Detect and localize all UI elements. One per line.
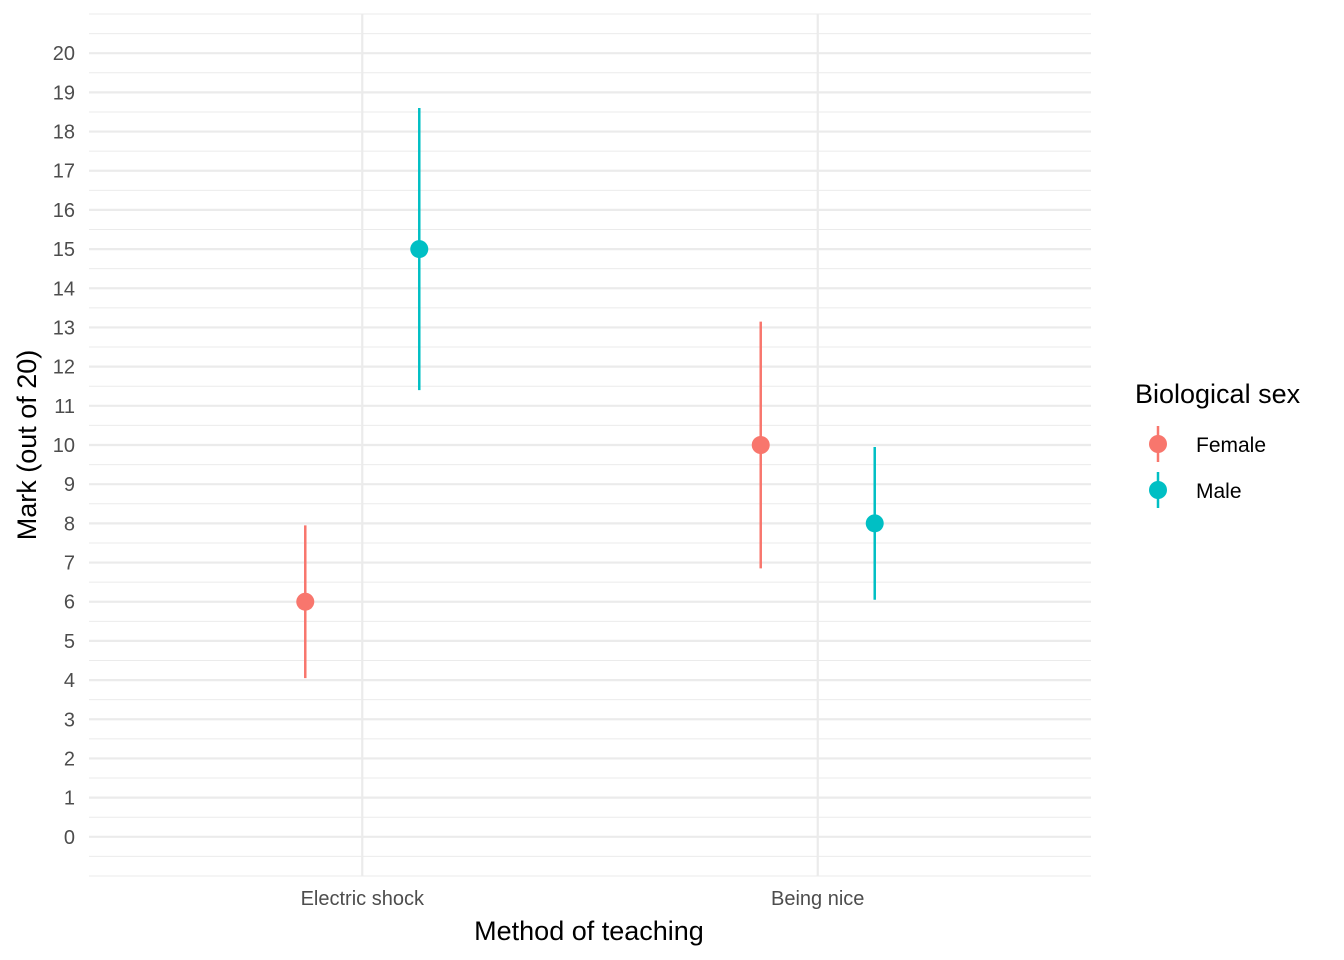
y-tick-label: 13 bbox=[53, 317, 75, 339]
legend-key-point bbox=[1149, 481, 1167, 499]
mean-point bbox=[410, 240, 429, 259]
y-tick-label: 4 bbox=[64, 670, 75, 692]
y-tick-label: 6 bbox=[64, 592, 75, 614]
y-tick-label: 2 bbox=[64, 748, 75, 770]
y-tick-label: 9 bbox=[64, 474, 75, 496]
y-tick-label: 16 bbox=[53, 200, 75, 222]
y-tick-label: 11 bbox=[54, 396, 75, 418]
y-tick-label: 15 bbox=[53, 239, 75, 261]
x-tick-label: Electric shock bbox=[301, 888, 425, 910]
y-tick-label: 8 bbox=[64, 513, 75, 535]
y-tick-label: 0 bbox=[64, 827, 75, 849]
y-tick-label: 10 bbox=[53, 435, 75, 457]
y-tick-label: 12 bbox=[53, 357, 75, 379]
y-tick-label: 3 bbox=[64, 709, 75, 731]
legend-key-point bbox=[1149, 435, 1167, 453]
marks-layer bbox=[296, 108, 884, 679]
mean-point bbox=[751, 436, 770, 454]
y-tick-label: 17 bbox=[53, 161, 75, 183]
x-tick-label: Being nice bbox=[771, 888, 864, 910]
y-tick-label: 14 bbox=[53, 278, 75, 300]
y-tick-label: 18 bbox=[53, 122, 75, 144]
grid-layer bbox=[89, 13, 1091, 877]
y-axis-title: Mark (out of 20) bbox=[12, 350, 42, 541]
y-tick-label: 20 bbox=[53, 43, 75, 65]
legend: Biological sex Female Male bbox=[1135, 379, 1301, 508]
mean-point bbox=[296, 592, 315, 611]
y-tick-label: 5 bbox=[64, 631, 75, 653]
legend-label: Male bbox=[1196, 480, 1242, 503]
y-tick-label: 7 bbox=[64, 553, 75, 575]
axis-layer: 01234567891011121314151617181920Electric… bbox=[53, 43, 865, 910]
x-axis-title: Method of teaching bbox=[474, 916, 704, 946]
legend-label: Female bbox=[1196, 434, 1266, 457]
mean-point bbox=[865, 514, 884, 533]
y-tick-label: 1 bbox=[64, 788, 75, 810]
y-tick-label: 19 bbox=[53, 82, 75, 104]
legend-title: Biological sex bbox=[1135, 379, 1301, 409]
